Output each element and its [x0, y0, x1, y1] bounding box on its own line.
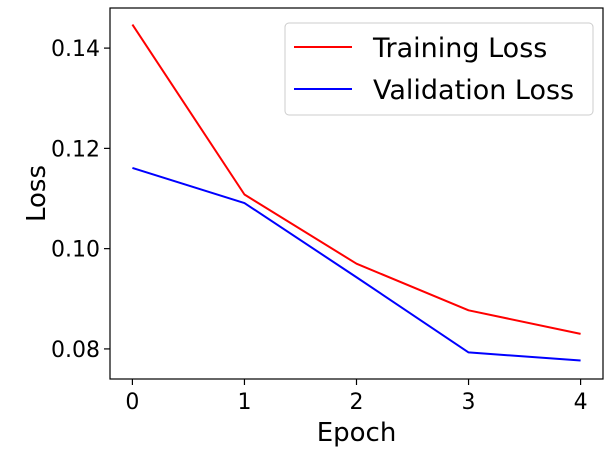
x-axis-ticks: 0 1 2 3 4	[125, 379, 587, 415]
y-axis-ticks: 0.08 0.10 0.12 0.14	[51, 37, 110, 363]
legend-label-validation-loss: Validation Loss	[373, 75, 574, 106]
legend-label-training-loss: Training Loss	[372, 33, 547, 64]
x-axis-label: Epoch	[317, 418, 397, 448]
y-tick-label: 0.14	[51, 37, 100, 62]
y-tick-label: 0.08	[51, 338, 100, 363]
y-axis-label: Loss	[22, 165, 52, 222]
x-tick-label: 3	[462, 390, 476, 415]
x-tick-label: 1	[237, 390, 251, 415]
x-tick-label: 2	[350, 390, 364, 415]
y-tick-label: 0.12	[51, 137, 100, 162]
x-tick-label: 4	[574, 390, 588, 415]
y-tick-label: 0.10	[51, 238, 100, 263]
legend: Training Loss Validation Loss	[285, 23, 593, 115]
x-tick-label: 0	[125, 390, 139, 415]
